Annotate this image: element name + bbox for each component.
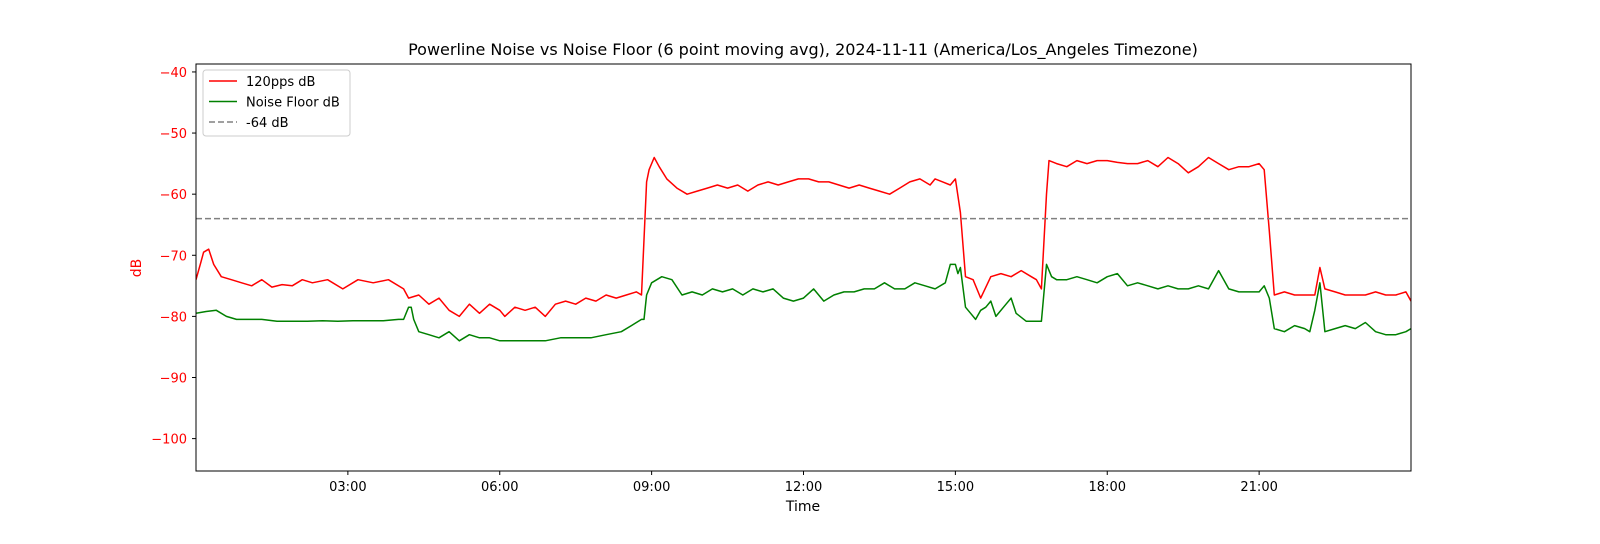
x-tick-label: 06:00 [481, 480, 518, 495]
x-tick-label: 09:00 [633, 480, 670, 495]
series-line-0 [196, 156, 1411, 318]
x-axis: 03:00 06:00 09:00 12:00 15:00 18:00 21:00 [329, 471, 1278, 495]
y-axis: −40 −50 −60 −70 −80 −90 −100 [151, 66, 196, 448]
y-tick-label: −90 [160, 372, 187, 387]
y-tick-label: −60 [160, 188, 187, 203]
legend-label-2: -64 dB [246, 116, 289, 131]
legend-box [202, 69, 351, 137]
legend-label-1: Noise Floor dB [246, 96, 340, 111]
legend: 120pps dB Noise Floor dB -64 dB [202, 69, 351, 137]
y-tick-label: −80 [160, 310, 187, 325]
x-tick-label: 18:00 [1089, 480, 1126, 495]
series-line-1 [196, 263, 1411, 342]
x-axis-label: Time [785, 499, 820, 515]
y-tick-label: −40 [160, 66, 187, 81]
x-tick-label: 12:00 [785, 480, 822, 495]
x-tick-label: 03:00 [329, 480, 366, 495]
y-axis-label: dB [129, 259, 145, 278]
y-tick-label: −100 [151, 433, 187, 448]
x-tick-label: 15:00 [937, 480, 974, 495]
series-group [196, 156, 1411, 342]
y-tick-label: −50 [160, 127, 187, 142]
legend-label-0: 120pps dB [246, 75, 315, 90]
y-tick-label: −70 [160, 249, 187, 264]
x-tick-label: 21:00 [1240, 480, 1277, 495]
chart-title: Powerline Noise vs Noise Floor (6 point … [408, 40, 1198, 60]
